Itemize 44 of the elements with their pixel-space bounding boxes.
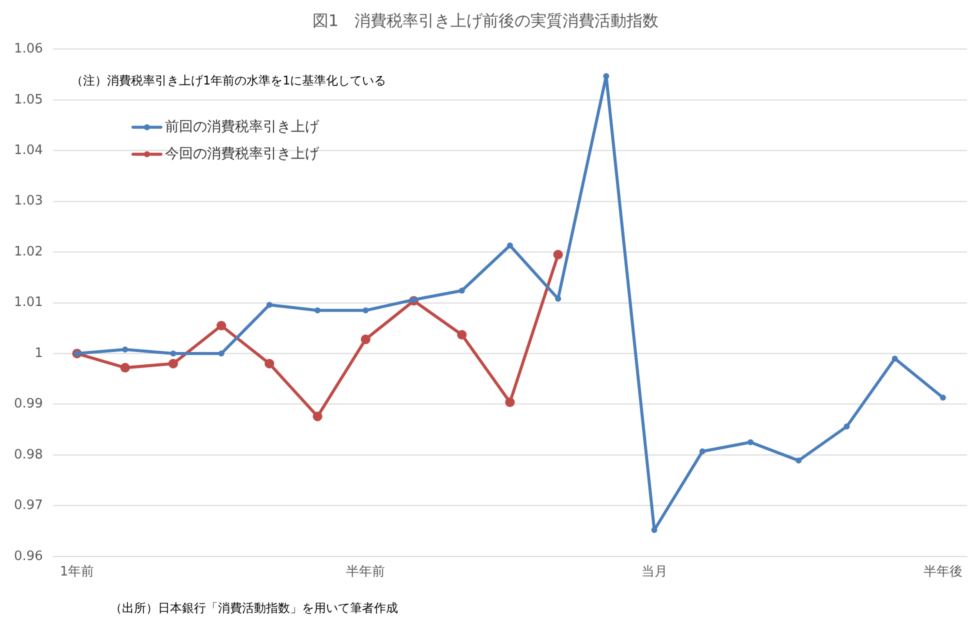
point <box>844 424 850 430</box>
point <box>651 527 658 534</box>
y-tick-label: 0.97 <box>14 498 43 514</box>
point <box>266 302 272 308</box>
y-tick-label: 1.04 <box>14 143 43 158</box>
y-tick-label: 1.02 <box>14 244 43 260</box>
point <box>506 242 513 248</box>
point <box>312 412 322 422</box>
x-tick-label: 当月 <box>641 564 668 580</box>
point <box>940 394 946 401</box>
point <box>892 356 898 362</box>
point <box>457 330 467 340</box>
x-tick-label: 半年前 <box>346 564 386 580</box>
point <box>362 307 369 314</box>
point <box>748 439 754 446</box>
point <box>699 448 706 454</box>
point <box>120 362 130 373</box>
annotation: （注）消費税率引き上げ1年前の水準を1に基準化している <box>70 73 386 88</box>
point <box>216 320 226 330</box>
text: （出所）日本銀行「消費活動指数」を用いて筆者作成 <box>110 601 398 616</box>
point <box>505 397 515 408</box>
point <box>264 358 274 368</box>
legend-label: 今回の消費税率引き上げ <box>164 146 320 162</box>
point <box>168 358 178 368</box>
y-tick-label: 0.99 <box>14 396 43 412</box>
y-tick-label: 0.98 <box>14 447 43 462</box>
point <box>553 250 563 260</box>
point <box>796 458 802 464</box>
point <box>360 334 370 344</box>
point <box>122 346 128 352</box>
x-tick-label: 半年後 <box>923 564 962 580</box>
point <box>218 350 224 357</box>
point <box>170 350 176 357</box>
x-tick-label: 1年前 <box>60 564 94 580</box>
y-tick-label: 1 <box>34 346 43 361</box>
y-tick-label: 1.05 <box>14 92 43 108</box>
point <box>458 288 465 294</box>
y-tick-label: 1.01 <box>14 295 43 310</box>
y-tick-label: 0.96 <box>14 548 43 564</box>
legend-label: 前回の消費税率引き上げ <box>164 118 320 135</box>
y-tick-label: 1.06 <box>14 42 43 57</box>
chart-title: 図1 消費税率引き上げ前後の実質消費活動指数 <box>312 10 659 30</box>
y-tick-label: 1.03 <box>14 194 43 209</box>
point <box>314 307 321 314</box>
